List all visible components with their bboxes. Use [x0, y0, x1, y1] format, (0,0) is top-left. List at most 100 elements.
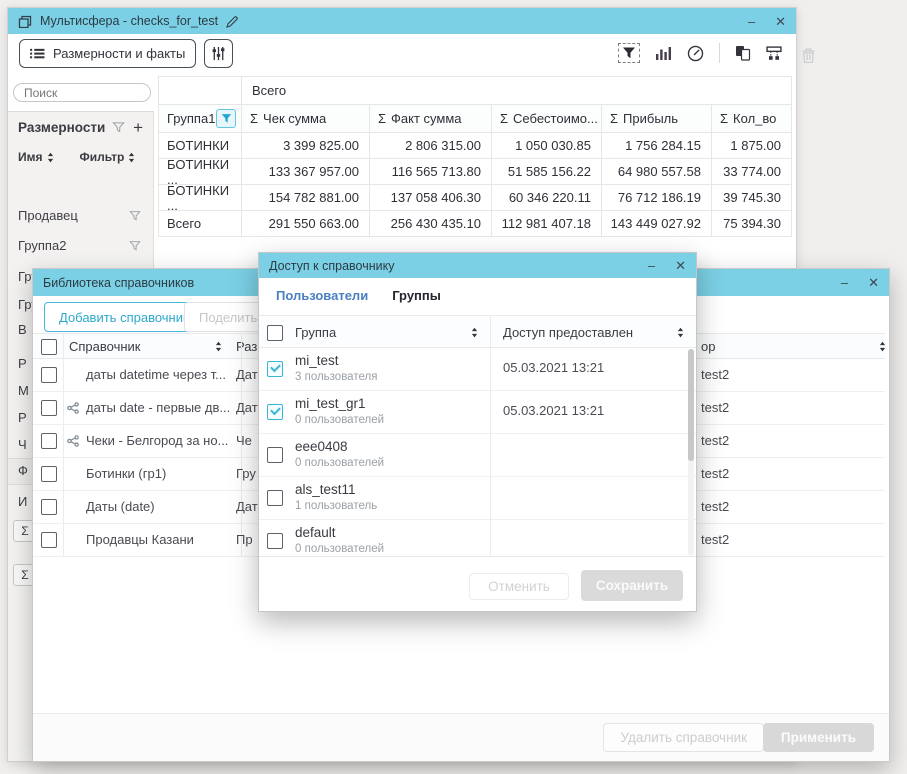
- dimensions-facts-button[interactable]: Размерности и факты: [19, 38, 197, 68]
- pivot-cell: 143 449 027.92: [602, 211, 712, 237]
- pivot-cell: 75 394.30: [712, 211, 792, 237]
- sidebar-item-dimension[interactable]: Продавец: [8, 208, 153, 223]
- dimension-column-header[interactable]: Раз: [236, 339, 258, 354]
- sidebar-item-clipped[interactable]: И: [18, 494, 28, 509]
- sort-icon[interactable]: [47, 152, 54, 163]
- pivot-cell: 137 058 406.30: [370, 185, 492, 211]
- sidebar-item-clipped[interactable]: Р: [18, 410, 27, 425]
- group-row[interactable]: mi_test_gr1 0 пользователей 05.03.2021 1…: [259, 391, 696, 434]
- pivot-cell: 133 367 957.00: [242, 159, 370, 185]
- minimize-button[interactable]: –: [747, 13, 756, 29]
- bar-chart-icon[interactable]: [655, 46, 672, 60]
- pivot-column-header[interactable]: Σ Себестоимо...: [492, 105, 602, 133]
- close-button[interactable]: ✕: [675, 258, 686, 273]
- pivot-cell: 64 980 557.58: [602, 159, 712, 185]
- dialog-tabs: Пользователи Группы: [276, 288, 441, 303]
- sidebar-item-clipped[interactable]: Р: [18, 356, 27, 371]
- filter-column-header[interactable]: Фильтр: [79, 150, 125, 164]
- save-button[interactable]: Сохранить: [581, 570, 683, 601]
- tab-users[interactable]: Пользователи: [276, 288, 369, 303]
- pivot-column-header[interactable]: Σ Кол_во: [712, 105, 792, 133]
- author-column-header[interactable]: ор: [701, 339, 716, 354]
- scrollbar-thumb[interactable]: [688, 349, 694, 461]
- pivot-cell: 39 745.30: [712, 185, 792, 211]
- pivot-row-label[interactable]: БОТИНКИ: [159, 133, 242, 159]
- close-button[interactable]: ✕: [868, 275, 879, 290]
- edit-title-icon[interactable]: [226, 15, 239, 28]
- group-row[interactable]: als_test11 1 пользователь: [259, 477, 696, 520]
- pivot-total-row: Всего 291 550 663.00 256 430 435.10 112 …: [159, 211, 792, 237]
- pivot-row-label[interactable]: БОТИНКИ ...: [159, 157, 242, 187]
- sort-icon[interactable]: [677, 327, 684, 338]
- minimize-button[interactable]: –: [840, 275, 849, 290]
- add-dimension-button[interactable]: +: [133, 118, 143, 137]
- group-row[interactable]: default 0 пользователей: [259, 520, 696, 556]
- group-row[interactable]: eee0408 0 пользователей: [259, 434, 696, 477]
- row-checkbox[interactable]: [267, 404, 283, 420]
- pivot-row-label[interactable]: БОТИНКИ ...: [159, 183, 242, 213]
- tab-groups[interactable]: Группы: [392, 288, 441, 303]
- dimensions-panel-title: Размерности: [18, 120, 106, 135]
- sort-icon[interactable]: [471, 327, 478, 338]
- pivot-top-header: Всего: [242, 77, 792, 105]
- row-checkbox[interactable]: [267, 533, 283, 549]
- search-input[interactable]: [13, 83, 151, 102]
- active-filter-icon[interactable]: [216, 109, 236, 128]
- sum-icon: Σ: [378, 111, 387, 126]
- add-dictionary-button[interactable]: Добавить справочник: [44, 302, 204, 332]
- layout-tree-icon[interactable]: [766, 46, 782, 61]
- sort-icon[interactable]: [879, 341, 886, 352]
- row-checkbox[interactable]: [267, 361, 283, 377]
- dimensions-facts-label: Размерности и факты: [53, 45, 186, 61]
- row-checkbox[interactable]: [267, 447, 283, 463]
- pivot-row-label[interactable]: Всего: [159, 211, 242, 237]
- copy-icon[interactable]: [735, 46, 751, 61]
- cancel-button[interactable]: Отменить: [469, 573, 569, 600]
- dictionary-column-header[interactable]: Справочник: [69, 339, 141, 354]
- row-checkbox[interactable]: [267, 490, 283, 506]
- apply-button[interactable]: Применить: [762, 723, 874, 752]
- row-checkbox[interactable]: [41, 499, 57, 515]
- sidebar-item-clipped[interactable]: В: [18, 322, 27, 337]
- pivot-cell: 2 806 315.00: [370, 133, 492, 159]
- pivot-cell: 60 346 220.11: [492, 185, 602, 211]
- sidebar-item-clipped[interactable]: М: [18, 383, 29, 398]
- pivot-cell: 76 712 186.19: [602, 185, 712, 211]
- facts-settings-button[interactable]: [204, 38, 234, 68]
- row-checkbox[interactable]: [41, 532, 57, 548]
- pivot-row-dimension-header[interactable]: Группа1: [159, 105, 242, 133]
- pivot-corner-cell: [159, 77, 242, 105]
- group-row[interactable]: mi_test 3 пользователя 05.03.2021 13:21: [259, 348, 696, 391]
- select-all-checkbox[interactable]: [41, 339, 57, 355]
- pivot-cell: 112 981 407.18: [492, 211, 602, 237]
- toolbar-icon-group: [618, 34, 782, 72]
- filter-icon[interactable]: [112, 121, 125, 134]
- pivot-column-header[interactable]: Σ Прибыль: [602, 105, 712, 133]
- dialog-titlebar: Доступ к справочнику – ✕: [259, 253, 696, 278]
- row-checkbox[interactable]: [41, 433, 57, 449]
- pivot-cell: 33 774.00: [712, 159, 792, 185]
- filter-tool-button[interactable]: [618, 43, 640, 63]
- pivot-column-header[interactable]: Σ Чек сумма: [242, 105, 370, 133]
- scrollbar[interactable]: [688, 349, 694, 556]
- pivot-column-header[interactable]: Σ Факт сумма: [370, 105, 492, 133]
- close-button[interactable]: ✕: [775, 13, 786, 29]
- group-column-header[interactable]: Группа: [295, 325, 337, 340]
- filter-icon[interactable]: [129, 240, 141, 252]
- name-column-header[interactable]: Имя: [18, 150, 43, 164]
- sort-icon[interactable]: [128, 152, 135, 163]
- pivot-cell: 116 565 713.80: [370, 159, 492, 185]
- delete-dictionary-button[interactable]: Удалить справочник: [603, 723, 764, 752]
- sidebar-fact-chip[interactable]: Σ: [13, 520, 37, 542]
- sidebar-item-clipped[interactable]: Ч: [18, 437, 27, 452]
- minimize-button[interactable]: –: [647, 258, 656, 273]
- filter-icon[interactable]: [129, 210, 141, 222]
- sidebar-item-dimension[interactable]: Группа2: [8, 238, 153, 253]
- select-all-checkbox[interactable]: [267, 325, 283, 341]
- row-checkbox[interactable]: [41, 400, 57, 416]
- sort-icon[interactable]: [215, 341, 222, 352]
- gauge-icon[interactable]: [687, 45, 704, 62]
- row-checkbox[interactable]: [41, 367, 57, 383]
- granted-column-header[interactable]: Доступ предоставлен: [503, 325, 634, 340]
- row-checkbox[interactable]: [41, 466, 57, 482]
